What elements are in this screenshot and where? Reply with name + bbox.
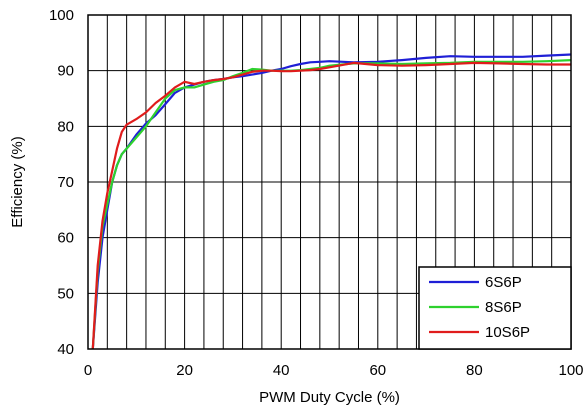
x-tick-label: 60 (369, 362, 386, 379)
legend: 6S6P 8S6P 10S6P (418, 266, 572, 350)
y-tick-label: 100 (49, 7, 74, 24)
series-line-10S6P (91, 61, 571, 350)
y-tick-label: 40 (57, 341, 74, 358)
y-tick-label: 80 (57, 118, 74, 135)
y-tick-label: 50 (57, 285, 74, 302)
tick-labels: 0 20 40 60 80 100 40 50 60 70 80 90 100 (49, 7, 584, 379)
y-tick-label: 90 (57, 63, 74, 80)
y-tick-label: 70 (57, 174, 74, 191)
x-tick-label: 100 (558, 362, 583, 379)
series-lines (91, 53, 572, 350)
y-tick-label: 60 (57, 230, 74, 247)
x-tick-label: 0 (84, 362, 92, 379)
x-axis-title: PWM Duty Cycle (%) (259, 389, 400, 406)
x-tick-label: 80 (466, 362, 483, 379)
legend-label: 6S6P (485, 274, 522, 291)
plot-frame (87, 14, 572, 350)
legend-label: 10S6P (485, 324, 530, 341)
x-tick-label: 40 (273, 362, 290, 379)
x-tick-label: 20 (176, 362, 193, 379)
legend-label: 8S6P (485, 299, 522, 316)
y-axis-title: Efficiency (%) (9, 136, 26, 227)
series-line-8S6P (91, 59, 572, 350)
